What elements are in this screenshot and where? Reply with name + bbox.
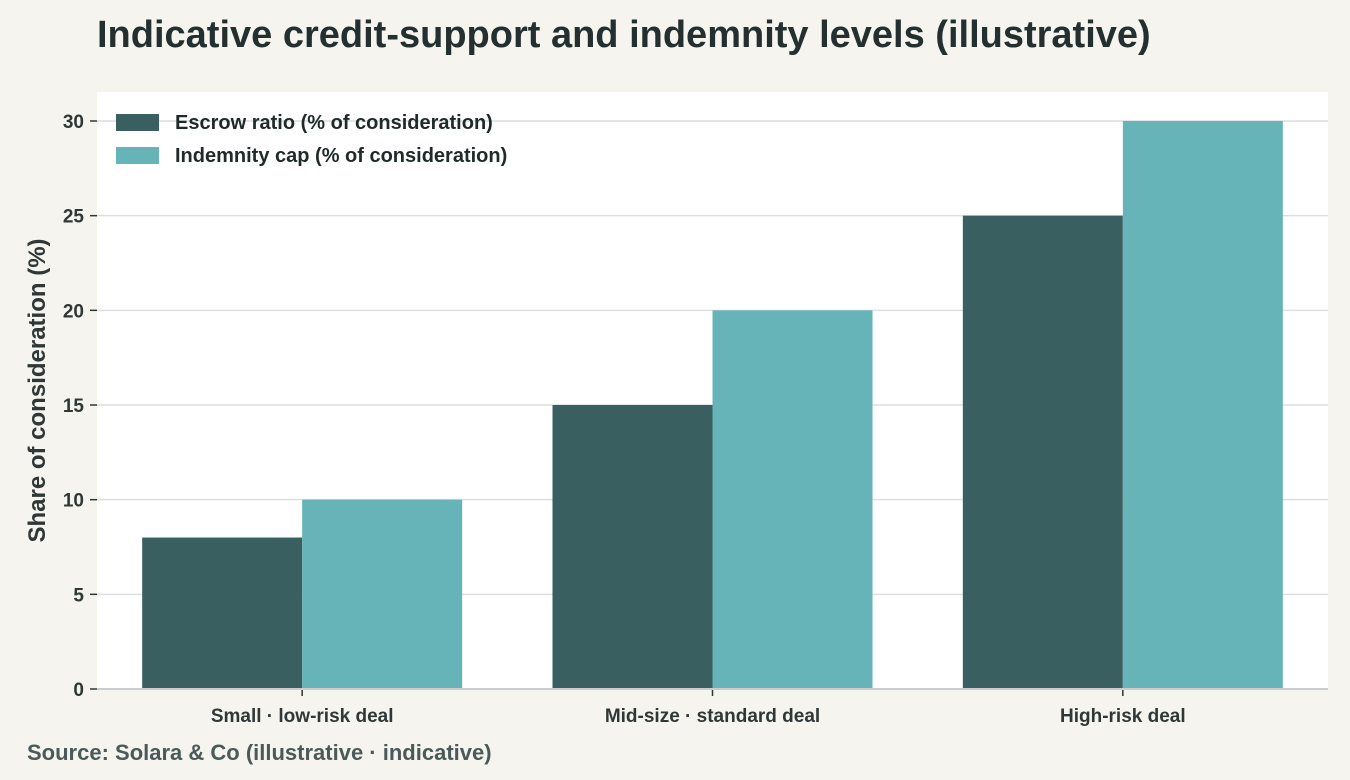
bar-escrow — [552, 405, 713, 689]
x-tick-label: Mid-size · standard deal — [605, 706, 820, 727]
y-tick-label: 15 — [63, 396, 85, 417]
source-note: Source: Solara & Co (illustrative · indi… — [27, 740, 492, 765]
x-tick-label: Small · low-risk deal — [211, 706, 394, 727]
bar-indemnity — [1122, 121, 1283, 689]
legend-label-indemnity: Indemnity cap (% of consideration) — [175, 145, 507, 167]
legend-label-escrow: Escrow ratio (% of consideration) — [175, 112, 493, 134]
y-tick-label: 30 — [63, 112, 84, 133]
legend-swatch-indemnity — [116, 147, 159, 164]
y-axis-title: Share of consideration (%) — [24, 238, 51, 542]
y-tick-label: 5 — [73, 585, 84, 606]
bar-escrow — [962, 215, 1123, 689]
bar-indemnity — [302, 499, 463, 689]
y-tick-label: 0 — [73, 680, 84, 701]
y-tick-label: 20 — [63, 301, 84, 322]
bar-escrow — [142, 537, 303, 689]
legend-swatch-escrow — [116, 114, 159, 131]
chart-title: Indicative credit-support and indemnity … — [97, 14, 1151, 56]
bar-indemnity — [712, 310, 873, 689]
y-tick-label: 25 — [63, 207, 85, 228]
y-tick-label: 10 — [63, 491, 84, 512]
x-tick-label: High-risk deal — [1060, 706, 1186, 727]
